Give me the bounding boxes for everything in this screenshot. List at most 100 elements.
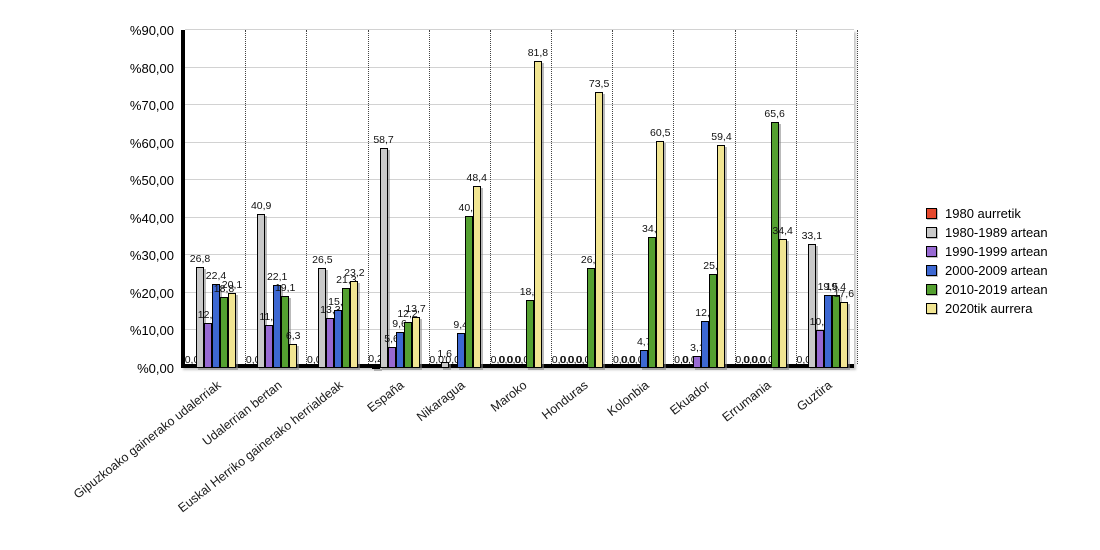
bar-value-label: 0,0 xyxy=(759,354,774,366)
bar xyxy=(289,344,298,368)
bar xyxy=(693,356,702,368)
bar-value-label: 0,0 xyxy=(612,354,628,366)
y-axis-tick-label: %0,00 xyxy=(137,361,174,376)
y-axis-tick-label: %30,00 xyxy=(129,248,174,264)
bar-value-label: 0,0 xyxy=(735,354,750,366)
bar xyxy=(204,322,212,368)
bar-value-label: 9,6 xyxy=(392,317,407,330)
bar xyxy=(371,367,380,370)
category-separator xyxy=(857,30,858,364)
bar xyxy=(815,329,824,368)
category-separator xyxy=(489,30,491,364)
bar xyxy=(379,147,388,368)
bar-value-label: 18,8 xyxy=(213,283,235,296)
bar-value-label: 4,7 xyxy=(636,336,652,349)
legend-label: 2000-2009 artean xyxy=(945,263,1048,278)
y-axis-tick-label: %60,00 xyxy=(129,135,174,151)
bar xyxy=(273,285,282,368)
bar-value-label: 20,1 xyxy=(221,278,243,291)
bar-value-label: 0,0 xyxy=(506,354,522,366)
y-axis-tick-label: %90,00 xyxy=(129,23,174,38)
category-separator xyxy=(795,30,797,364)
bar xyxy=(778,238,787,368)
bar xyxy=(595,91,604,368)
bar xyxy=(342,288,351,368)
bar-value-label: 59,4 xyxy=(711,130,732,143)
bar xyxy=(472,186,481,368)
legend: 1980 aurretik 1980-1989 artean 1990-1999 a… xyxy=(926,204,1048,318)
bar xyxy=(464,215,473,368)
gridline xyxy=(185,141,854,143)
bar xyxy=(640,350,649,368)
category-separator xyxy=(245,30,247,364)
bar-value-label: 13,7 xyxy=(405,302,426,315)
bar-value-label: 0,0 xyxy=(628,354,644,366)
gridline xyxy=(185,254,854,256)
legend-item: 2000-2009 artean xyxy=(926,261,1048,280)
category-separator xyxy=(551,30,553,364)
bar-value-label: 0,0 xyxy=(567,354,583,366)
bar-value-label: 1,6 xyxy=(437,347,453,360)
x-axis-category-label: Maroko xyxy=(487,378,530,415)
bar xyxy=(823,294,832,368)
bar-value-label: 5,6 xyxy=(384,332,399,345)
legend-item: 1990-1999 artean xyxy=(926,242,1048,261)
legend-label: 1990-1999 artean xyxy=(945,244,1048,259)
bar xyxy=(228,292,236,368)
category-separator xyxy=(428,30,430,364)
bar-value-label: 19,5 xyxy=(817,280,839,293)
bar-value-label: 60,5 xyxy=(650,126,671,139)
bar-value-label: 23,2 xyxy=(344,266,365,279)
legend-label: 2010-2019 artean xyxy=(945,282,1048,297)
bar-value-label: 33,1 xyxy=(801,229,823,242)
legend-swatch xyxy=(926,265,937,276)
y-axis-tick-label: %10,00 xyxy=(129,323,174,339)
legend-swatch xyxy=(926,208,937,219)
gridline xyxy=(185,104,854,106)
legend-swatch xyxy=(926,284,937,295)
bar-value-label: 0,0 xyxy=(674,354,689,366)
bar-value-label: 0,0 xyxy=(184,354,200,366)
legend-swatch xyxy=(926,227,937,238)
bar xyxy=(403,322,412,368)
bar xyxy=(212,283,220,368)
bar xyxy=(701,321,710,368)
bar xyxy=(656,140,665,368)
bar xyxy=(831,295,840,368)
legend-label: 1980 aurretik xyxy=(945,206,1021,221)
legend-swatch xyxy=(926,303,937,314)
y-axis-tick-label: %50,00 xyxy=(129,173,174,189)
bar-value-label: 40,9 xyxy=(250,200,272,213)
legend-item: 1980-1989 artean xyxy=(926,223,1048,242)
gridline xyxy=(185,29,854,30)
gridline xyxy=(185,216,854,218)
bar xyxy=(395,331,404,368)
bar xyxy=(807,243,816,368)
bar-value-label: 81,8 xyxy=(527,46,549,59)
bar xyxy=(411,316,420,368)
category-separator xyxy=(306,30,308,364)
bar xyxy=(648,236,657,368)
bar xyxy=(220,297,228,368)
bar-value-label: 0,0 xyxy=(620,354,636,366)
bar-value-label: 6,3 xyxy=(285,330,301,343)
legend-label: 2020tik aurrera xyxy=(945,301,1033,316)
bar xyxy=(440,361,449,368)
bar-value-label: 0,0 xyxy=(429,354,445,366)
bar-value-label: 65,6 xyxy=(764,107,785,120)
bar xyxy=(587,268,596,368)
bar xyxy=(525,299,534,368)
bar xyxy=(717,144,726,368)
bar-value-label: 3,1 xyxy=(690,342,705,355)
y-axis-tick-label: %20,00 xyxy=(129,285,174,301)
bar-value-label: 26,5 xyxy=(312,254,333,267)
bar xyxy=(196,267,204,368)
gridline xyxy=(185,329,854,331)
legend-item: 1980 aurretik xyxy=(926,204,1048,223)
bar-value-label: 19,1 xyxy=(274,282,296,295)
gridline xyxy=(185,291,854,293)
bar-value-label: 0,0 xyxy=(682,354,697,366)
bar-value-label: 58,7 xyxy=(373,133,394,146)
bar xyxy=(770,121,779,368)
category-separator xyxy=(367,30,369,364)
